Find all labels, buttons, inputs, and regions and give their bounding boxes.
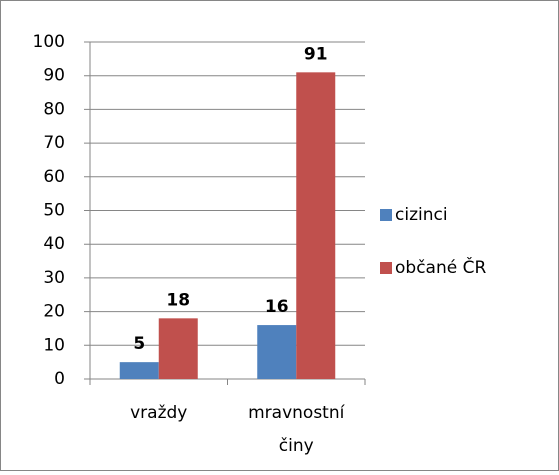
data-label: 16 [265,297,289,317]
y-tick-label: 0 [54,369,65,389]
bar [158,318,198,379]
y-tick-label: 100 [33,32,65,52]
legend-label: cizinci [395,205,448,225]
y-tick-label: 30 [43,268,65,288]
data-label: 18 [166,290,190,310]
data-label: 5 [133,334,145,354]
bar [119,362,159,379]
y-tick-label: 20 [43,302,65,322]
legend-label: občané ČR [395,256,486,278]
bar [296,72,336,379]
bar [257,325,297,379]
y-tick-label: 60 [43,167,65,187]
legend-swatch [380,262,392,274]
legend-swatch [380,209,392,221]
y-tick-label: 70 [43,133,65,153]
x-tick-label: vraždy [130,403,187,423]
data-label: 91 [304,44,328,64]
y-tick-label: 10 [43,335,65,355]
y-tick-label: 90 [43,66,65,86]
y-tick-label: 50 [43,201,65,221]
y-tick-label: 80 [43,99,65,119]
y-tick-label: 40 [43,234,65,254]
x-tick-label: mravnostní činy [248,403,345,456]
